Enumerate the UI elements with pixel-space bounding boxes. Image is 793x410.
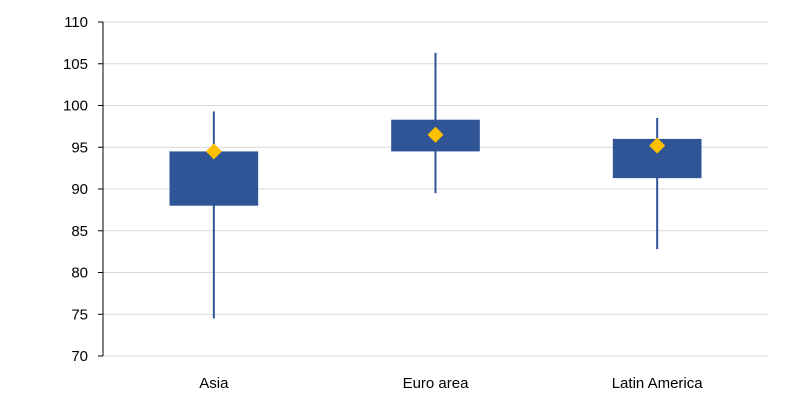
- box-asia: [169, 111, 259, 319]
- y-tick-label: 80: [71, 265, 88, 282]
- x-axis-labels: Asia Euro area Latin America: [199, 375, 703, 392]
- y-tick-label: 85: [71, 223, 88, 240]
- x-category-label: Euro area: [403, 375, 470, 392]
- y-tick-label: 110: [64, 14, 88, 31]
- y-tick-label: 75: [71, 306, 88, 323]
- y-tick-label: 70: [71, 348, 88, 365]
- marker-diamond: [649, 137, 666, 154]
- box-euro-area: [391, 52, 480, 194]
- y-tick-label: 100: [63, 98, 88, 115]
- marker-diamond: [205, 143, 222, 160]
- y-tick-label: 105: [63, 56, 88, 73]
- y-tick-label: 90: [71, 181, 88, 198]
- x-category-label: Asia: [199, 375, 229, 392]
- box-latin-america: [612, 118, 702, 250]
- y-tick-label: 95: [71, 139, 88, 156]
- x-category-label: Latin America: [612, 375, 704, 392]
- box-rect: [169, 151, 259, 206]
- marker-diamond: [427, 126, 444, 143]
- y-axis-ticks: 70 75 80 85 90 95 100 105 110: [63, 14, 103, 365]
- box-series: [169, 52, 702, 319]
